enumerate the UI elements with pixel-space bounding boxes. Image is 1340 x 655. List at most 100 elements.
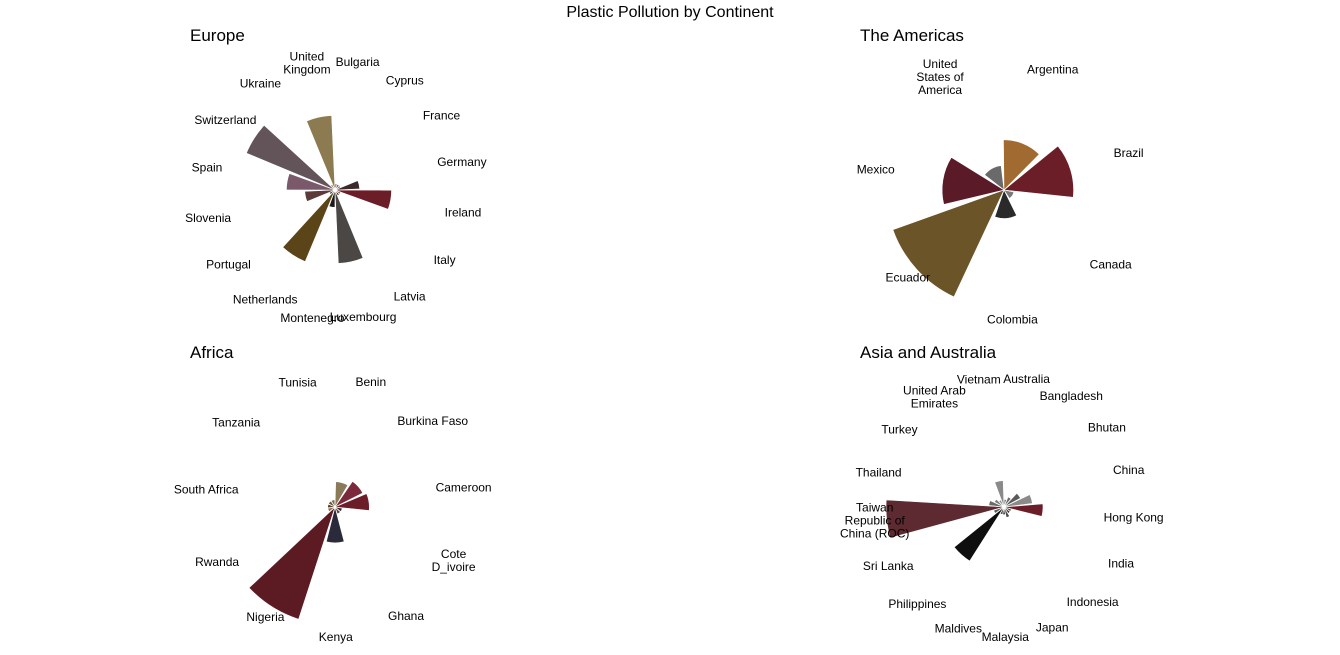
bar-china bbox=[1003, 494, 1033, 508]
panel-africa: Africa Benin Burkina Faso Cameroon Cote D_ivo… bbox=[174, 343, 492, 644]
category-label-portugal: Portugal bbox=[206, 258, 251, 272]
category-label-united-kingdom: United Kingdom bbox=[283, 50, 330, 77]
category-label-china: China bbox=[1113, 463, 1145, 477]
category-label-philippines: Philippines bbox=[888, 597, 946, 611]
category-label-colombia: Colombia bbox=[987, 313, 1038, 327]
category-label-united-arab-emirates: United Arab Emirates bbox=[903, 384, 966, 411]
category-label-argentina: Argentina bbox=[1027, 63, 1079, 77]
category-label-ghana: Ghana bbox=[388, 609, 424, 623]
bar-japan bbox=[1003, 506, 1010, 518]
category-label-taiwan-republic-of-china-roc: Taiwan Republic of China (ROC) bbox=[840, 500, 909, 540]
category-label-nigeria: Nigeria bbox=[246, 610, 284, 624]
category-label-mexico: Mexico bbox=[857, 162, 895, 176]
bar-benin bbox=[334, 481, 349, 508]
bar-indonesia bbox=[1003, 506, 1011, 514]
category-label-bangladesh: Bangladesh bbox=[1040, 389, 1103, 403]
bar-united-states-of-america bbox=[984, 165, 1005, 191]
category-label-kenya: Kenya bbox=[319, 630, 353, 644]
category-label-hong-kong: Hong Kong bbox=[1104, 511, 1164, 525]
bar-brazil bbox=[1003, 145, 1074, 198]
panel-title: The Americas bbox=[860, 26, 964, 45]
category-label-netherlands: Netherlands bbox=[233, 293, 298, 307]
category-label-ireland: Ireland bbox=[445, 206, 482, 220]
bar-turkey bbox=[993, 498, 1005, 508]
bar-netherlands bbox=[282, 189, 336, 263]
bar-vietnam bbox=[994, 480, 1005, 508]
bar-ireland bbox=[334, 189, 392, 210]
bar-cameroon bbox=[334, 493, 370, 511]
bar-bangladesh bbox=[1003, 496, 1012, 508]
category-label-benin: Benin bbox=[355, 375, 386, 389]
bar-tunisia bbox=[330, 499, 336, 508]
bar-thailand bbox=[988, 500, 1005, 508]
category-label-france: France bbox=[423, 108, 461, 122]
category-label-australia: Australia bbox=[1003, 372, 1050, 386]
category-label-cote-d-ivoire: Cote D_ivoire bbox=[432, 547, 476, 574]
chart-main-title: Plastic Pollution by Continent bbox=[566, 4, 774, 21]
category-label-latvia: Latvia bbox=[394, 290, 426, 304]
panel-the-americas: The Americas Argentina Brazil Canada Colombi… bbox=[857, 26, 1144, 327]
panel-title: Asia and Australia bbox=[860, 343, 997, 362]
bar-cote-d-ivoire bbox=[334, 506, 343, 512]
bar-colombia bbox=[994, 189, 1018, 219]
panel-asia-and-australia: Asia and Australia Australia Bangladesh Bhu… bbox=[840, 343, 1164, 644]
category-label-ecuador: Ecuador bbox=[885, 271, 930, 285]
bar-malaysia bbox=[1002, 506, 1006, 515]
category-label-cyprus: Cyprus bbox=[386, 73, 424, 87]
category-label-indonesia: Indonesia bbox=[1067, 595, 1119, 609]
bar-ghana bbox=[334, 506, 341, 515]
bar-nigeria bbox=[248, 506, 336, 620]
bar-luxembourg bbox=[334, 189, 364, 264]
category-label-sri-lanka: Sri Lanka bbox=[863, 559, 914, 573]
bar-argentina bbox=[1003, 139, 1040, 191]
bar-united-kingdom bbox=[306, 115, 336, 191]
bar-canada bbox=[1003, 189, 1015, 199]
bar-rwanda bbox=[327, 506, 336, 513]
category-label-rwanda: Rwanda bbox=[195, 555, 239, 569]
category-label-south-africa: South Africa bbox=[174, 482, 239, 496]
bar-germany bbox=[334, 180, 360, 191]
category-label-bulgaria: Bulgaria bbox=[336, 55, 380, 69]
category-label-india: India bbox=[1108, 557, 1134, 571]
category-label-tanzania: Tanzania bbox=[212, 416, 260, 430]
category-label-japan: Japan bbox=[1036, 621, 1069, 635]
category-label-switzerland: Switzerland bbox=[194, 113, 256, 127]
bar-philippines bbox=[953, 506, 1005, 562]
bar-sri-lanka bbox=[993, 506, 1005, 514]
category-label-italy: Italy bbox=[434, 253, 456, 267]
category-label-turkey: Turkey bbox=[881, 423, 917, 437]
bar-spain bbox=[286, 173, 336, 191]
bar-united-arab-emirates bbox=[998, 499, 1005, 508]
bar-slovenia bbox=[304, 189, 336, 202]
bar-switzerland bbox=[245, 124, 336, 191]
bar-montenegro bbox=[328, 189, 336, 208]
category-label-luxembourg: Luxembourg bbox=[330, 310, 397, 324]
category-label-thailand: Thailand bbox=[856, 466, 902, 480]
category-label-bhutan: Bhutan bbox=[1088, 421, 1126, 435]
category-label-ukraine: Ukraine bbox=[240, 77, 282, 91]
panel-title: Europe bbox=[190, 26, 245, 45]
category-label-brazil: Brazil bbox=[1114, 146, 1144, 160]
bar-hong-kong bbox=[1003, 503, 1044, 517]
bar-south-africa bbox=[327, 503, 336, 509]
category-label-germany: Germany bbox=[437, 155, 486, 169]
category-label-burkina-faso: Burkina Faso bbox=[397, 414, 468, 428]
category-label-canada: Canada bbox=[1090, 257, 1132, 271]
bar-taiwan-republic-of-china-roc bbox=[885, 499, 1005, 539]
category-label-spain: Spain bbox=[192, 160, 223, 174]
category-label-malaysia: Malaysia bbox=[982, 630, 1030, 644]
category-label-montenegro: Montenegro bbox=[280, 311, 344, 325]
bar-kenya bbox=[325, 506, 345, 544]
bar-burkina-faso bbox=[334, 480, 364, 508]
category-label-united-states-of-america: United States of America bbox=[916, 57, 964, 97]
category-label-slovenia: Slovenia bbox=[185, 211, 231, 225]
category-label-tunisia: Tunisia bbox=[278, 376, 317, 390]
bar-mexico bbox=[941, 156, 1005, 205]
category-label-maldives: Maldives bbox=[935, 622, 982, 636]
panel-title: Africa bbox=[190, 343, 234, 362]
bar-bhutan bbox=[1003, 492, 1021, 508]
bar-tanzania bbox=[328, 500, 336, 508]
category-label-cameroon: Cameroon bbox=[436, 481, 492, 495]
